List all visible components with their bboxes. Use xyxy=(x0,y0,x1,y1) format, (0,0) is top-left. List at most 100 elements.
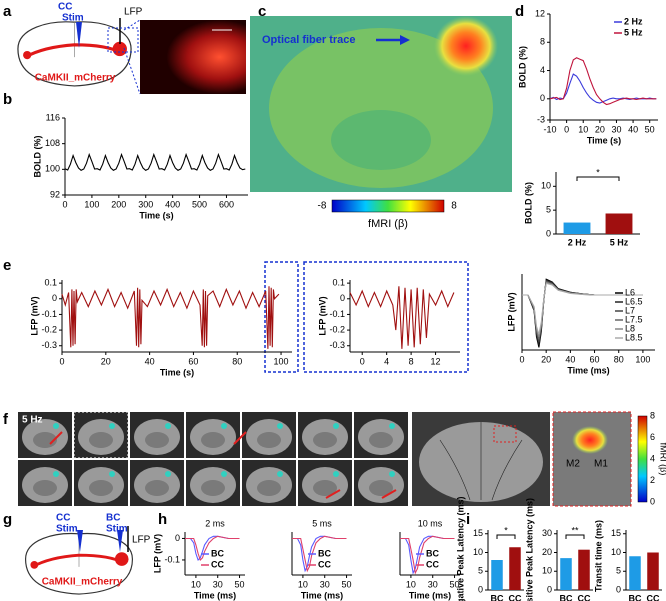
panel-label: f xyxy=(3,411,9,428)
x-tick-label: 2 Hz xyxy=(568,237,587,247)
x-tick-label: 50 xyxy=(342,579,352,589)
y-tick-label: 5 xyxy=(546,205,551,215)
x-tick-label: 0 xyxy=(59,356,64,366)
legend-label: L6.5 xyxy=(625,296,643,306)
y-axis-label: BOLD (%) xyxy=(517,46,527,88)
activation xyxy=(572,426,608,454)
y-tick-label: 0 xyxy=(175,533,180,543)
x-tick-label: 10 xyxy=(191,579,201,589)
y-axis-label: LFP (mV) xyxy=(317,296,327,335)
y-axis-label: LFP (mV) xyxy=(506,292,516,331)
stim-site: BC xyxy=(106,513,120,524)
chart-title: 2 ms xyxy=(205,518,225,528)
colorbar-label: fMRI (β) xyxy=(368,218,408,230)
x-tick-label: 5 Hz xyxy=(610,237,629,247)
bar xyxy=(647,552,659,590)
y-tick-label: 0 xyxy=(340,293,345,303)
y-axis-label: BOLD (%) xyxy=(32,136,42,178)
x-tick-label: 600 xyxy=(219,199,234,209)
x-tick-label: 300 xyxy=(138,199,153,209)
annotation: * xyxy=(596,167,600,177)
y-tick-label: -0.1 xyxy=(164,554,180,564)
stim-fiber xyxy=(76,22,82,48)
x-tick-label: 30 xyxy=(213,579,223,589)
colorbar xyxy=(331,199,445,213)
x-axis-label: Time (ms) xyxy=(194,590,236,600)
brain-slice xyxy=(331,110,431,170)
zoom-lines xyxy=(123,19,141,95)
panel-label: h xyxy=(158,511,167,528)
stim-text: Stim xyxy=(106,524,128,535)
lfp-text: LFP xyxy=(124,7,143,18)
x-tick-label: 30 xyxy=(611,124,621,134)
x-tick-label: BC xyxy=(560,593,573,601)
y-tick-label: 10 xyxy=(541,181,551,191)
x-tick-label: 12 xyxy=(431,356,441,366)
virus-text: CaMKII_mCherry xyxy=(42,577,123,588)
zoom-box xyxy=(303,261,469,373)
virus-text: CaMKII_mCherry xyxy=(35,73,116,84)
y-tick-label: -0.1 xyxy=(41,309,57,319)
panel-label: d xyxy=(515,3,524,20)
y-axis-label: Positive Peak Latency (ms) xyxy=(524,498,534,601)
y-tick-label: 30 xyxy=(542,528,552,538)
condition: 5 Hz xyxy=(22,415,43,426)
bar xyxy=(605,213,633,234)
brain-slice xyxy=(269,28,493,188)
y-axis-label: LFP (mV) xyxy=(152,534,162,573)
x-tick-label: 20 xyxy=(541,354,551,364)
legend-label: 2 Hz xyxy=(624,16,643,26)
bar xyxy=(560,558,572,590)
y-tick-label: 0.1 xyxy=(44,278,57,288)
y-tick-label: 8 xyxy=(540,37,545,47)
y-tick-label: 100 xyxy=(45,164,60,174)
y-tick-label: 10 xyxy=(473,547,483,557)
line xyxy=(349,286,455,349)
legend-label: CC xyxy=(318,559,331,569)
y-tick-label: 0 xyxy=(52,293,57,303)
legend-label: CC xyxy=(426,559,439,569)
significance-bracket xyxy=(496,534,516,539)
panel-label: e xyxy=(3,257,11,274)
bar xyxy=(491,560,503,590)
y-axis-label: Transit time (ms) xyxy=(593,520,603,592)
x-tick-label: 50 xyxy=(235,579,245,589)
x-tick-label: 40 xyxy=(565,354,575,364)
y-tick-label: 10 xyxy=(542,566,552,576)
y-tick-label: 108 xyxy=(45,138,60,148)
x-tick-label: -10 xyxy=(543,124,556,134)
y-tick-label: 92 xyxy=(50,189,60,199)
x-tick-label: 60 xyxy=(590,354,600,364)
x-tick-label: CC xyxy=(578,593,591,601)
x-tick-label: 100 xyxy=(274,356,289,366)
line xyxy=(400,535,455,575)
stim-text: Stim xyxy=(62,13,84,24)
y-tick-label: 0 xyxy=(616,584,621,594)
atlas-lines xyxy=(439,422,523,501)
legend-label: BC xyxy=(318,548,331,558)
lfp-text: LFP xyxy=(132,535,151,546)
x-tick-label: 50 xyxy=(450,579,460,589)
activation xyxy=(434,16,498,76)
x-tick-label: 40 xyxy=(628,124,638,134)
arrows xyxy=(49,431,397,499)
legend-label: L7 xyxy=(625,305,635,315)
y-tick-label: -0.3 xyxy=(41,340,57,350)
x-tick-label: 0 xyxy=(519,354,524,364)
line xyxy=(185,535,240,562)
x-tick-label: 80 xyxy=(614,354,624,364)
x-axis-label: Time (ms) xyxy=(567,365,609,375)
x-tick-label: 40 xyxy=(145,356,155,366)
annotation: Optical fiber trace xyxy=(262,34,356,46)
stim-fiber xyxy=(77,530,83,552)
x-tick-label: 30 xyxy=(428,579,438,589)
panel-label: a xyxy=(3,3,12,20)
stim-site: CC xyxy=(58,2,72,13)
x-tick-label: 80 xyxy=(232,356,242,366)
x-tick-label: 60 xyxy=(188,356,198,366)
colorbar-tick: 8 xyxy=(650,410,655,420)
y-tick-label: 0.1 xyxy=(332,278,345,288)
annotation: * xyxy=(504,525,508,535)
x-tick-label: 0 xyxy=(360,356,365,366)
